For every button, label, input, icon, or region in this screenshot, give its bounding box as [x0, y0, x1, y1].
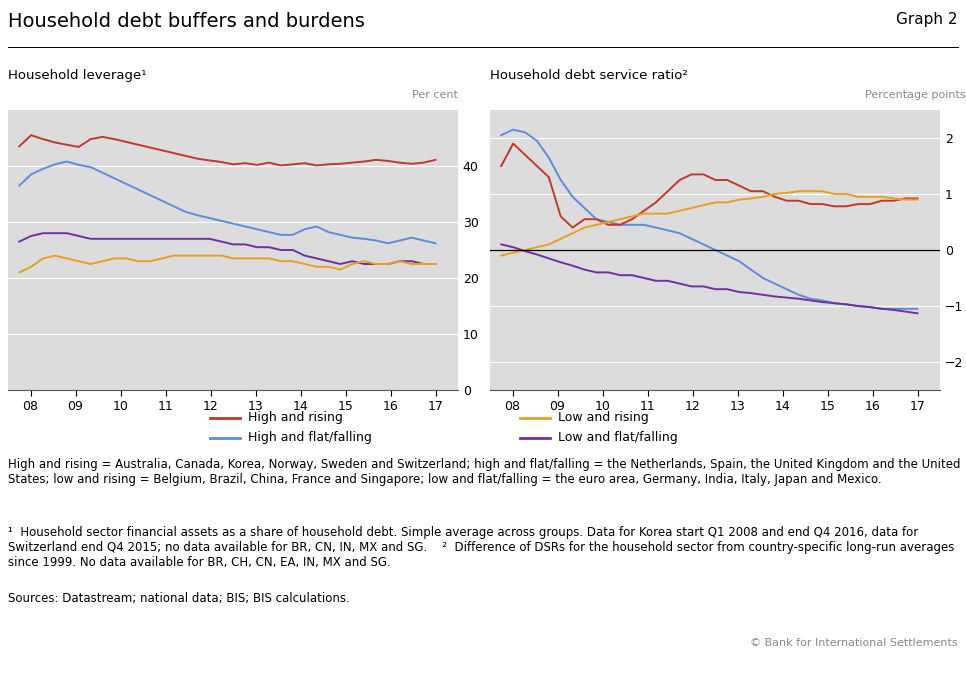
Text: Per cent: Per cent	[412, 90, 458, 100]
Text: Low and rising: Low and rising	[558, 412, 649, 424]
Text: Graph 2: Graph 2	[896, 12, 958, 27]
Text: Percentage points: Percentage points	[866, 90, 966, 100]
Text: Low and flat/falling: Low and flat/falling	[558, 431, 678, 445]
Text: © Bank for International Settlements: © Bank for International Settlements	[751, 638, 958, 648]
Text: ¹  Household sector financial assets as a share of household debt. Simple averag: ¹ Household sector financial assets as a…	[8, 526, 954, 569]
Text: High and flat/falling: High and flat/falling	[248, 431, 372, 445]
Text: Household leverage¹: Household leverage¹	[8, 69, 147, 82]
Text: Sources: Datastream; national data; BIS; BIS calculations.: Sources: Datastream; national data; BIS;…	[8, 592, 350, 605]
Text: Household debt buffers and burdens: Household debt buffers and burdens	[8, 12, 365, 31]
Text: High and rising = Australia, Canada, Korea, Norway, Sweden and Switzerland; high: High and rising = Australia, Canada, Kor…	[8, 458, 960, 486]
Text: High and rising: High and rising	[248, 412, 343, 424]
Text: Household debt service ratio²: Household debt service ratio²	[490, 69, 688, 82]
